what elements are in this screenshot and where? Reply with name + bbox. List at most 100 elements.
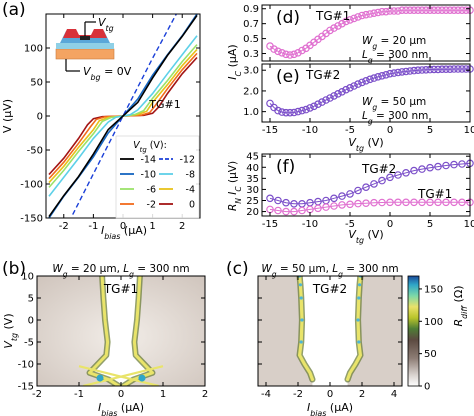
a-y-tick-label: 100: [24, 44, 43, 55]
data-point: [270, 45, 278, 53]
device-inset: Vtg Vbg = 0V: [55, 16, 132, 82]
y-axis-label: V (μV): [1, 99, 14, 133]
data-point: [450, 198, 458, 207]
panel-label: (f): [276, 157, 295, 177]
param-length: Lg = 300 nm: [362, 49, 428, 65]
data-point: [338, 192, 346, 200]
data-point: [402, 169, 410, 177]
data-point: [394, 171, 402, 179]
data-point: [410, 6, 418, 15]
a-x-tick-label: -1: [88, 221, 98, 232]
data-point: [386, 173, 394, 182]
inset-bottom-label: Vbg = 0V: [83, 65, 132, 82]
legend: Vtg (V):-14 -12 -10 -8 -6 -4 -2 0: [115, 135, 200, 219]
legend-label: -14: [140, 155, 156, 166]
y-axis-label: Vtg (V): [2, 313, 19, 348]
data-point: [274, 196, 282, 205]
legend-label: -6: [147, 185, 156, 196]
heatmap-c: [258, 276, 402, 386]
y-axis-label: RN IC (μV): [227, 161, 243, 211]
colorbar-tick-label: 150: [424, 284, 443, 295]
substrate-layer: [55, 48, 115, 60]
y-tick-label: 25: [246, 196, 259, 207]
y-tick-label: 0.5: [243, 34, 259, 45]
y-tick-label: 2.0: [243, 86, 259, 97]
data-point: [438, 65, 446, 74]
data-point: [370, 74, 378, 82]
data-point: [450, 6, 458, 15]
data-point: [402, 198, 410, 207]
x-tick-label: -15: [262, 219, 278, 230]
series-line-TG#2: [269, 162, 471, 205]
data-point: [350, 14, 358, 23]
data-point: [302, 105, 310, 114]
hot-spot: [96, 374, 104, 382]
y-tick-label: 35: [246, 174, 259, 185]
data-point: [378, 7, 386, 16]
data-point: [346, 190, 354, 198]
annotation-label: TG#1: [315, 9, 350, 23]
data-point: [378, 72, 386, 80]
data-point: [382, 71, 390, 79]
data-point: [282, 108, 290, 117]
data-point: [378, 198, 386, 207]
data-point: [426, 163, 434, 172]
data-point: [406, 6, 414, 15]
x-tick-label: 10: [464, 125, 474, 136]
data-point: [354, 13, 362, 21]
data-point: [342, 85, 350, 94]
data-point: [394, 198, 402, 207]
y-tick-label: 40: [246, 163, 259, 174]
colorbar: [407, 275, 420, 387]
panel-label: (c): [226, 259, 249, 279]
data-point: [430, 6, 438, 15]
data-point: [286, 51, 294, 59]
heatmap-b: [37, 276, 205, 386]
ridge-peak: [299, 340, 303, 344]
axes-frame: [261, 4, 471, 62]
x-tick-label: 0: [387, 219, 393, 230]
data-point: [422, 6, 430, 15]
a-x-tick-label: 1: [149, 221, 155, 232]
b-x-tick-label: 0: [118, 389, 124, 400]
data-point: [282, 207, 290, 216]
a-y-tick-label: -50: [27, 146, 43, 157]
x-tick-label: -5: [345, 219, 355, 230]
data-point: [354, 186, 362, 195]
inset-top-label: Vtg: [98, 16, 114, 33]
data-point: [458, 198, 466, 207]
data-point: [362, 77, 370, 85]
data-point: [426, 198, 434, 207]
ridge-peak: [300, 318, 304, 322]
ridge-peak: [358, 283, 362, 287]
data-point: [330, 202, 338, 210]
data-point: [358, 11, 366, 20]
b-y-tick-label: 10: [21, 272, 34, 283]
data-point: [442, 6, 450, 15]
data-point: [282, 198, 290, 207]
ridge-peak: [299, 296, 303, 300]
data-point: [454, 6, 462, 15]
data-point: [290, 200, 298, 208]
data-point: [422, 66, 430, 74]
x-tick-label: 10: [464, 219, 474, 230]
ridge-peak: [298, 283, 302, 287]
data-point: [274, 206, 282, 215]
data-point: [414, 6, 422, 15]
data-point: [430, 65, 438, 74]
data-point: [366, 75, 374, 84]
x-axis-label: Ibias (μA): [101, 224, 147, 241]
data-point: [322, 203, 330, 211]
data-point: [442, 65, 450, 74]
y-axis-label: IC (μA): [226, 44, 243, 79]
data-point: [446, 65, 454, 74]
param-width: Wg = 50 μm: [362, 96, 426, 112]
data-point: [266, 99, 274, 108]
data-point: [410, 166, 418, 175]
panel-c: -4 -2 0 2 4 Wg = 50 μm, Lg = 300 nm TG#2 Ibias …: [226, 259, 469, 416]
data-point: [406, 67, 414, 75]
c-x-tick-label: 0: [327, 389, 333, 400]
data-point: [434, 198, 442, 207]
